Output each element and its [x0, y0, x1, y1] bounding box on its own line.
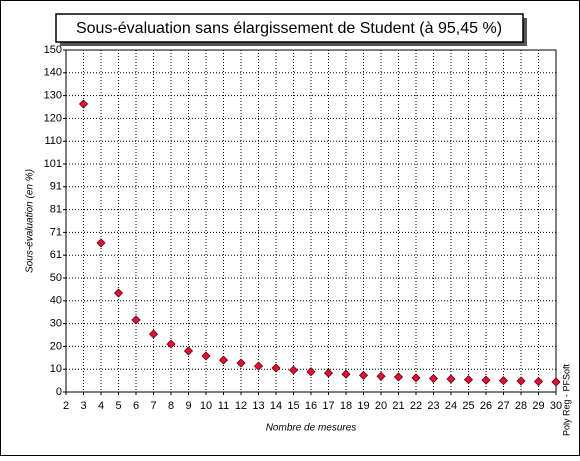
x-tick-label: 19 [357, 400, 369, 412]
y-tick-label: 110 [44, 135, 62, 147]
y-tick-label: 150 [44, 44, 62, 56]
point [148, 329, 159, 339]
x-tick-label: 6 [133, 400, 139, 412]
x-tick-label: 24 [445, 400, 457, 412]
x-tick-label: 20 [375, 400, 387, 412]
point [481, 375, 491, 385]
credit: Poly Reg - PFSoft [561, 363, 571, 436]
y-tick-label: 130 [44, 90, 62, 102]
x-tick-label: 7 [150, 400, 156, 412]
x-tick-label: 16 [305, 400, 317, 412]
y-tick-label: 91 [50, 181, 62, 193]
y-tick-label: 61 [50, 249, 62, 261]
x-tick-label: 29 [532, 400, 544, 412]
point [131, 315, 141, 325]
x-tick-label: 23 [427, 400, 439, 412]
x-tick-label: 2 [63, 400, 69, 412]
y-tick-label: 30 [50, 318, 62, 330]
point [533, 376, 544, 387]
point [463, 375, 474, 385]
y-axis-label: Sous-évaluation (en %) [25, 169, 36, 273]
x-tick-label: 4 [98, 400, 104, 412]
point [201, 351, 211, 361]
x-tick-label: 15 [287, 400, 299, 412]
point [341, 369, 351, 379]
title-box [55, 13, 524, 43]
y-tick-label: 101 [44, 158, 62, 170]
x-tick-label: 9 [185, 400, 191, 412]
x-tick-label: 30 [550, 400, 562, 412]
x-tick-label: 25 [462, 400, 474, 412]
y-tick-label: 140 [44, 67, 62, 79]
point [551, 377, 561, 387]
x-tick-label: 8 [168, 400, 174, 412]
x-tick-label: 11 [218, 400, 229, 412]
point [96, 238, 106, 248]
point [78, 99, 89, 109]
x-tick-label: 10 [200, 400, 212, 412]
x-tick-label: 14 [270, 400, 282, 412]
x-tick-label: 18 [340, 400, 352, 412]
y-tick-label: 40 [50, 295, 62, 307]
x-tick-label: 27 [497, 400, 509, 412]
chart-title: Sous-évaluation sans élargissement de St… [76, 20, 502, 37]
point [393, 372, 404, 382]
x-tick-label: 28 [515, 400, 527, 412]
x-tick-label: 13 [252, 400, 264, 412]
y-tick-label: 81 [50, 204, 62, 216]
point [183, 346, 194, 356]
point [166, 339, 176, 349]
y-tick-label: 50 [50, 272, 62, 284]
point [446, 374, 456, 384]
x-tick-label: 26 [480, 400, 492, 412]
point [498, 376, 509, 386]
point [113, 288, 124, 298]
y-tick-label: 71 [50, 226, 62, 238]
point [323, 368, 334, 378]
x-axis-label: Nombre de mesures [266, 423, 357, 434]
point [428, 373, 439, 384]
x-tick-label: 17 [322, 400, 334, 412]
point [516, 376, 526, 386]
point [376, 371, 386, 381]
x-tick-label: 22 [410, 400, 422, 412]
y-tick-label: 120 [44, 112, 62, 124]
point [236, 358, 246, 368]
point [253, 361, 264, 371]
x-tick-label: 21 [392, 400, 404, 412]
y-tick-label: 0 [56, 386, 62, 398]
point [306, 367, 316, 377]
point [218, 355, 229, 365]
x-tick-label: 12 [235, 400, 247, 412]
point [358, 370, 369, 380]
x-tick-label: 5 [115, 400, 121, 412]
y-tick-label: 20 [50, 340, 62, 352]
point [271, 363, 281, 373]
point [411, 373, 421, 383]
point [288, 365, 299, 375]
y-tick-label: 10 [50, 363, 62, 375]
x-tick-label: 3 [80, 400, 86, 412]
